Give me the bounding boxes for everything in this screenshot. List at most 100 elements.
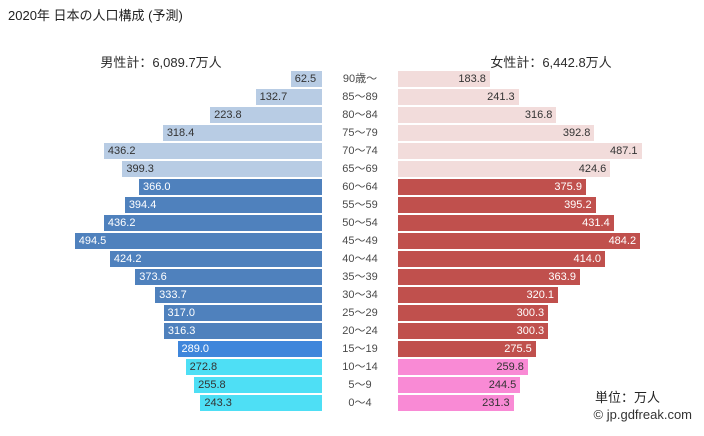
age-label: 20〜24 bbox=[342, 325, 378, 337]
male-value-label: 366.0 bbox=[143, 181, 171, 193]
female-value-label: 431.4 bbox=[582, 217, 610, 229]
age-label: 15〜19 bbox=[342, 343, 378, 355]
pyramid-rows: 62.5 90歳〜 183.8 132.7 85〜89 241.3 223.8 80〜84 31… bbox=[0, 71, 704, 411]
male-value-label: 494.5 bbox=[78, 235, 107, 247]
female-value-label: 241.3 bbox=[487, 91, 515, 103]
female-value-label: 392.8 bbox=[562, 127, 591, 139]
female-value-label: 484.2 bbox=[608, 235, 637, 247]
male-bar: 255.8 bbox=[194, 377, 322, 393]
pyramid-row: 223.8 80〜84 316.8 bbox=[0, 107, 704, 123]
female-bar: 300.3 bbox=[398, 323, 549, 339]
age-label: 5〜9 bbox=[348, 379, 372, 391]
female-bar: 392.8 bbox=[398, 125, 595, 141]
male-value-label: 399.3 bbox=[126, 163, 154, 175]
male-value-label: 394.4 bbox=[128, 199, 157, 211]
pyramid-row: 494.5 45〜49 484.2 bbox=[0, 233, 704, 249]
age-label: 65〜69 bbox=[342, 163, 378, 175]
age-label: 25〜29 bbox=[342, 307, 378, 319]
male-value-label: 223.8 bbox=[214, 109, 242, 121]
female-value-label: 320.1 bbox=[526, 289, 555, 301]
female-value-label: 275.5 bbox=[504, 343, 532, 355]
male-value-label: 317.0 bbox=[167, 307, 196, 319]
male-bar: 223.8 bbox=[210, 107, 322, 123]
male-value-label: 316.3 bbox=[167, 325, 196, 337]
copyright-text: © jp.gdfreak.com bbox=[593, 407, 692, 422]
male-bar: 424.2 bbox=[109, 251, 322, 267]
female-bar: 414.0 bbox=[398, 251, 605, 267]
age-label: 85〜89 bbox=[342, 91, 378, 103]
pyramid-row: 436.2 70〜74 487.1 bbox=[0, 143, 704, 159]
male-bar: 373.6 bbox=[135, 269, 322, 285]
age-label: 50〜54 bbox=[342, 217, 378, 229]
male-bar: 318.4 bbox=[162, 125, 322, 141]
unit-label: 単位：万人 bbox=[594, 390, 660, 405]
male-value-label: 132.7 bbox=[259, 91, 288, 103]
female-bar: 320.1 bbox=[398, 287, 559, 303]
female-bar: 431.4 bbox=[398, 215, 614, 231]
female-value-label: 183.8 bbox=[458, 73, 486, 85]
male-value-label: 62.5 bbox=[294, 73, 317, 85]
female-bar: 241.3 bbox=[398, 89, 519, 105]
female-value-label: 300.3 bbox=[516, 325, 545, 337]
pyramid-row: 366.0 60〜64 375.9 bbox=[0, 179, 704, 195]
age-label: 80〜84 bbox=[342, 109, 378, 121]
age-label: 45〜49 bbox=[342, 235, 378, 247]
pyramid-row: 399.3 65〜69 424.6 bbox=[0, 161, 704, 177]
female-bar: 395.2 bbox=[398, 197, 596, 213]
age-label: 40〜44 bbox=[342, 253, 378, 265]
pyramid-row: 272.8 10〜14 259.8 bbox=[0, 359, 704, 375]
male-value-label: 436.2 bbox=[107, 217, 136, 229]
female-value-label: 414.0 bbox=[573, 253, 601, 265]
male-bar: 62.5 bbox=[290, 71, 322, 87]
age-label: 0〜4 bbox=[348, 397, 372, 409]
pyramid-row: 333.7 30〜34 320.1 bbox=[0, 287, 704, 303]
female-value-label: 231.3 bbox=[482, 397, 510, 409]
male-bar: 399.3 bbox=[122, 161, 322, 177]
pyramid-row: 318.4 75〜79 392.8 bbox=[0, 125, 704, 141]
age-label: 35〜39 bbox=[342, 271, 378, 283]
male-bar: 316.3 bbox=[163, 323, 322, 339]
pyramid-row: 243.3 0〜4 231.3 bbox=[0, 395, 704, 411]
pyramid-row: 132.7 85〜89 241.3 bbox=[0, 89, 704, 105]
male-value-label: 424.2 bbox=[113, 253, 142, 265]
age-label: 75〜79 bbox=[342, 127, 378, 139]
female-value-label: 259.8 bbox=[496, 361, 524, 373]
male-value-label: 243.3 bbox=[204, 397, 232, 409]
female-value-label: 487.1 bbox=[610, 145, 638, 157]
age-label: 90歳〜 bbox=[342, 73, 378, 85]
male-value-label: 289.0 bbox=[181, 343, 210, 355]
male-total-label: 男性計：6,089.7万人 bbox=[100, 55, 222, 70]
age-label: 30〜34 bbox=[342, 289, 378, 301]
female-value-label: 375.9 bbox=[554, 181, 582, 193]
male-value-label: 436.2 bbox=[107, 145, 136, 157]
age-label: 60〜64 bbox=[342, 181, 378, 193]
female-bar: 363.9 bbox=[398, 269, 580, 285]
male-bar: 132.7 bbox=[255, 89, 322, 105]
pyramid-row: 62.5 90歳〜 183.8 bbox=[0, 71, 704, 87]
pyramid-row: 255.8 5〜9 244.5 bbox=[0, 377, 704, 393]
pyramid-row: 436.2 50〜54 431.4 bbox=[0, 215, 704, 231]
female-bar: 259.8 bbox=[398, 359, 528, 375]
female-value-label: 424.6 bbox=[578, 163, 607, 175]
pyramid-row: 394.4 55〜59 395.2 bbox=[0, 197, 704, 213]
age-label: 70〜74 bbox=[342, 145, 378, 157]
male-value-label: 373.6 bbox=[139, 271, 167, 283]
female-bar: 300.3 bbox=[398, 305, 549, 321]
female-total-label: 女性計：6,442.8万人 bbox=[490, 55, 612, 70]
male-bar: 317.0 bbox=[163, 305, 322, 321]
pyramid-row: 289.0 15〜19 275.5 bbox=[0, 341, 704, 357]
female-value-label: 363.9 bbox=[548, 271, 576, 283]
male-bar: 289.0 bbox=[177, 341, 322, 357]
female-bar: 424.6 bbox=[398, 161, 611, 177]
female-value-label: 395.2 bbox=[564, 199, 592, 211]
pyramid-row: 373.6 35〜39 363.9 bbox=[0, 269, 704, 285]
female-value-label: 300.3 bbox=[516, 307, 545, 319]
pyramid-row: 316.3 20〜24 300.3 bbox=[0, 323, 704, 339]
male-bar: 436.2 bbox=[103, 143, 322, 159]
female-value-label: 316.8 bbox=[524, 109, 553, 121]
female-bar: 231.3 bbox=[398, 395, 514, 411]
male-value-label: 333.7 bbox=[159, 289, 187, 301]
male-bar: 366.0 bbox=[139, 179, 322, 195]
male-value-label: 272.8 bbox=[189, 361, 218, 373]
